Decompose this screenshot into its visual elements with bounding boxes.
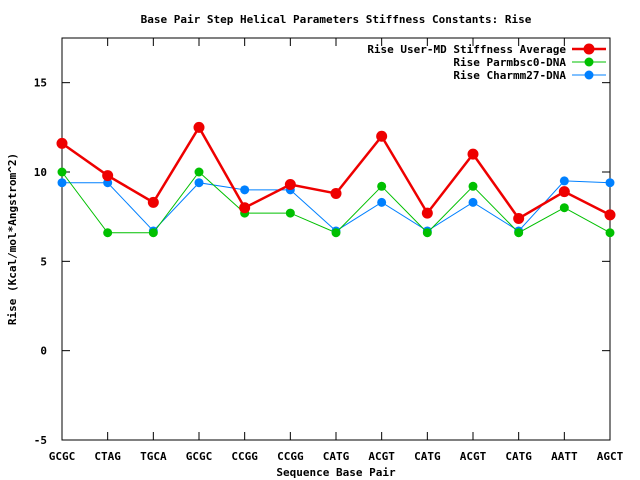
- x-tick-label: AATT: [551, 450, 578, 463]
- x-tick-label: CCGG: [231, 450, 258, 463]
- data-point: [467, 148, 479, 160]
- data-point: [377, 181, 387, 191]
- data-point: [604, 209, 616, 221]
- data-point: [239, 202, 251, 214]
- legend-label: Rise Charmm27-DNA: [453, 69, 566, 82]
- data-point: [330, 187, 342, 199]
- plot-area-border: [61, 37, 611, 441]
- y-tick-label: 5: [40, 255, 47, 268]
- x-tick-label: TGCA: [140, 450, 167, 463]
- data-point: [57, 178, 67, 188]
- data-point: [103, 228, 113, 238]
- y-tick-label: 0: [40, 345, 47, 358]
- x-axis-label: Sequence Base Pair: [276, 466, 396, 479]
- y-axis: -5 0 5 10 15: [34, 77, 610, 447]
- data-point: [193, 121, 205, 133]
- series-layer: [56, 121, 616, 238]
- data-point: [102, 170, 114, 182]
- data-point: [377, 197, 387, 207]
- series-1: [56, 121, 616, 224]
- x-tick-label: CTAG: [94, 450, 121, 463]
- x-tick-label: CCGG: [277, 450, 304, 463]
- data-point: [468, 197, 478, 207]
- series-line: [61, 171, 611, 234]
- data-point: [56, 137, 68, 149]
- series-2: [57, 167, 615, 238]
- data-point: [559, 203, 569, 213]
- data-point: [514, 228, 524, 238]
- data-point: [421, 207, 433, 219]
- data-point: [376, 130, 388, 142]
- data-point: [240, 185, 250, 195]
- y-axis-label: Rise (Kcal/mol*Angstrom^2): [6, 153, 19, 325]
- data-point: [468, 181, 478, 191]
- data-point: [148, 228, 158, 238]
- y-tick-label: 15: [34, 77, 47, 90]
- x-tick-label: GCGC: [186, 450, 213, 463]
- data-point: [422, 228, 432, 238]
- x-tick-label: CATG: [323, 450, 350, 463]
- chart-title: Base Pair Step Helical Parameters Stiffn…: [141, 13, 532, 26]
- series-line: [61, 124, 611, 221]
- legend-label: Rise User-MD Stiffness Average: [367, 43, 566, 56]
- data-point: [559, 176, 569, 186]
- data-point: [284, 179, 296, 191]
- data-point: [194, 178, 204, 188]
- data-point: [513, 212, 525, 224]
- legend-label: Rise Parmbsc0-DNA: [453, 56, 566, 69]
- x-tick-label: ACGT: [368, 450, 395, 463]
- data-point: [558, 186, 570, 198]
- data-point: [194, 167, 204, 177]
- legend-marker: [583, 43, 595, 55]
- data-point: [147, 196, 159, 208]
- x-tick-label: GCGC: [49, 450, 76, 463]
- x-axis: GCGC CTAG TGCA GCGC CCGG CCGG CATG ACGT CATG ACGT…: [49, 38, 624, 463]
- data-point: [57, 167, 67, 177]
- legend-marker: [584, 57, 594, 67]
- x-tick-label: ACGT: [460, 450, 487, 463]
- data-point: [605, 228, 615, 238]
- data-point: [331, 228, 341, 238]
- data-point: [605, 178, 615, 188]
- x-tick-label: CATG: [505, 450, 532, 463]
- x-tick-label: CATG: [414, 450, 441, 463]
- y-tick-label: 10: [34, 166, 47, 179]
- data-point: [285, 208, 295, 218]
- series-3: [57, 176, 615, 236]
- legend-marker: [584, 70, 594, 80]
- y-tick-label: -5: [34, 434, 47, 447]
- x-tick-label: AGCT: [597, 450, 624, 463]
